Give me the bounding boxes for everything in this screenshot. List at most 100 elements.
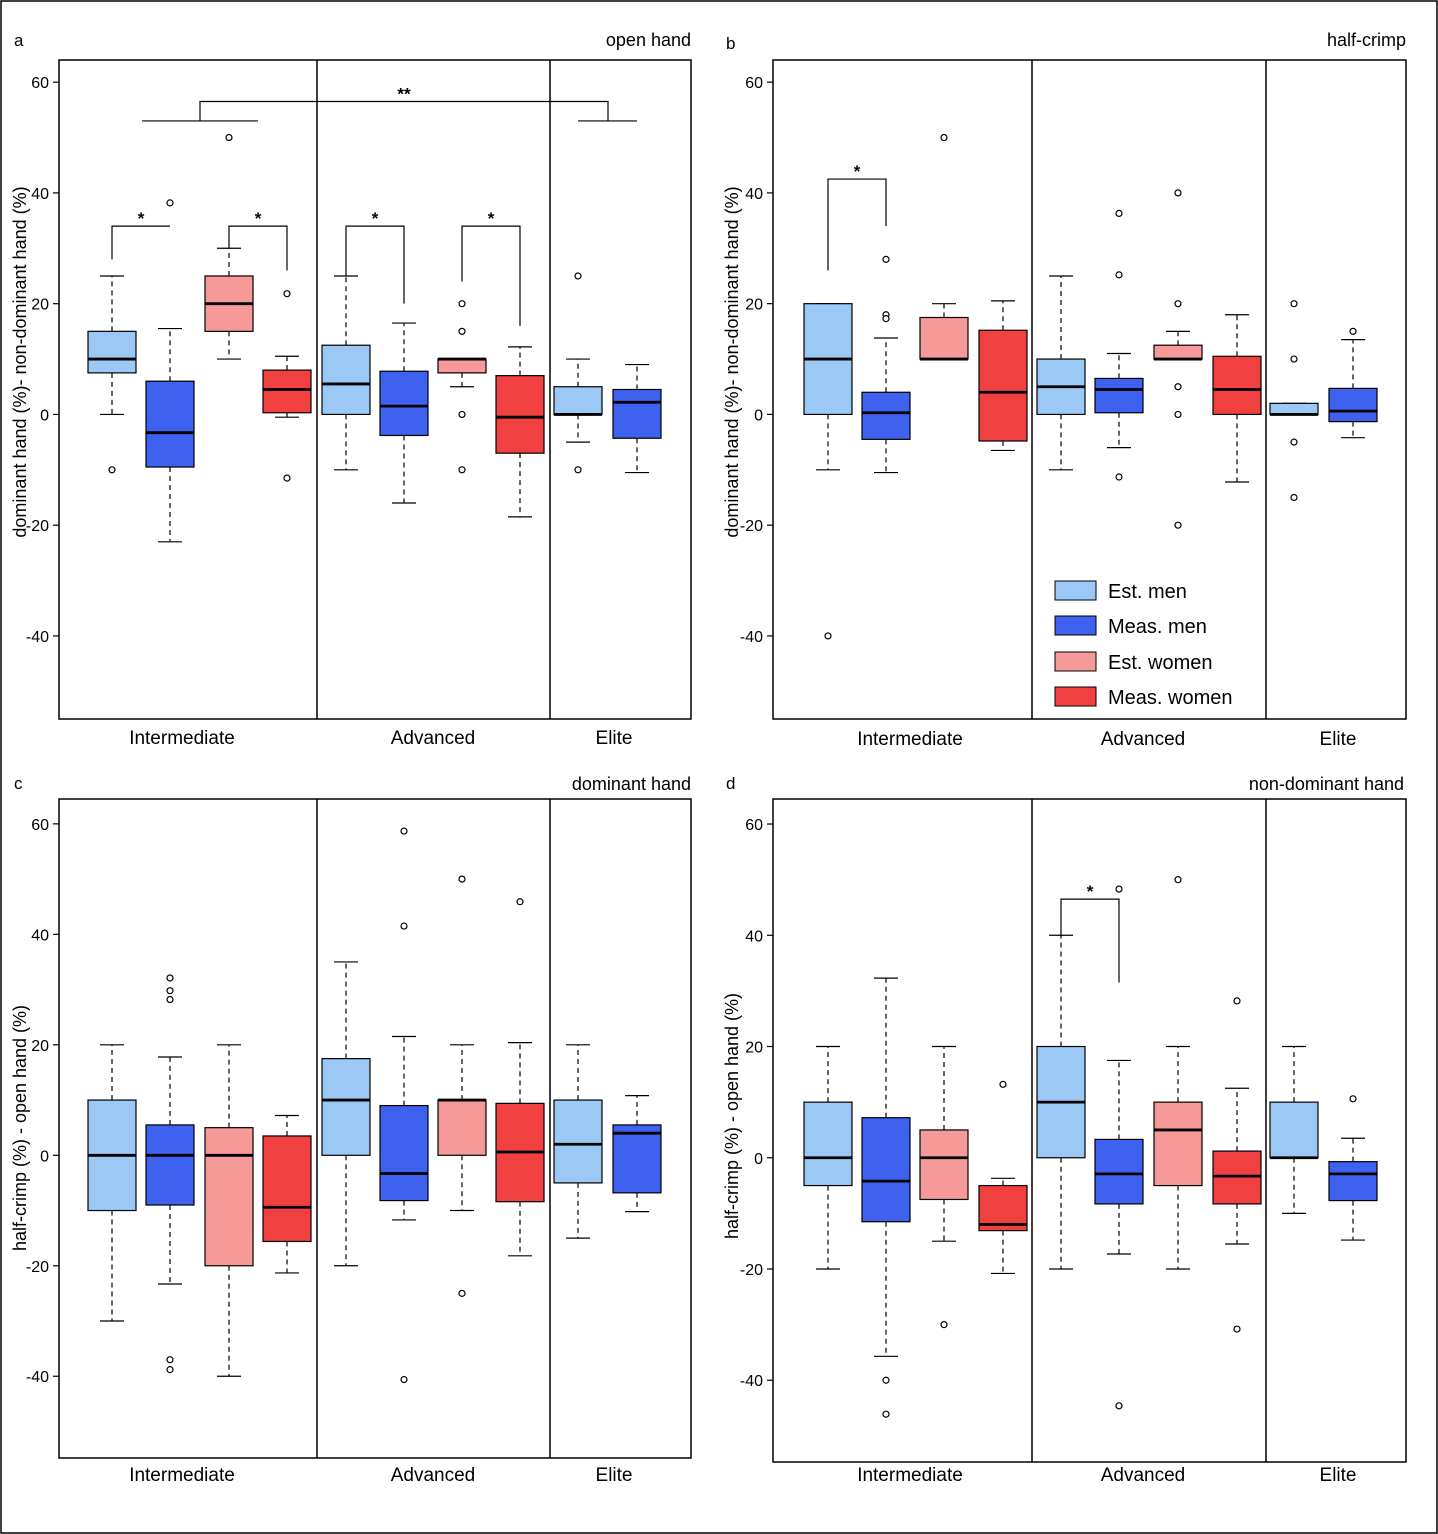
x-group-label: Intermediate: [857, 1465, 963, 1486]
box-meas_women-advanced: [1212, 314, 1262, 483]
iqr-box: [204, 1127, 254, 1267]
outlier-point: [1349, 327, 1357, 335]
y-tick-label: -20: [26, 518, 49, 535]
plot-frame: [58, 798, 692, 1459]
y-tick-label: 60: [31, 817, 49, 834]
iqr-box: [1212, 355, 1262, 416]
significance-bracket: [461, 225, 521, 326]
significance-bracket: [1060, 898, 1120, 983]
outlier-point: [400, 922, 408, 930]
iqr-box: [262, 1135, 312, 1243]
iqr-box: [919, 1129, 969, 1201]
panel-title: open hand: [606, 30, 691, 50]
outlier-point: [940, 1321, 948, 1329]
iqr-box: [321, 1058, 371, 1156]
panel-letter: b: [726, 34, 735, 53]
y-tick-label: 0: [40, 1148, 49, 1165]
outlier-point: [574, 272, 582, 280]
x-group-label: Advanced: [1101, 729, 1186, 750]
y-tick-label: 0: [754, 407, 763, 424]
y-tick-label: 60: [745, 75, 763, 92]
box-est_women-advanced: [437, 300, 487, 474]
box-meas_women-intermediate: [262, 1114, 312, 1274]
box-meas_women-advanced: [1212, 997, 1262, 1333]
iqr-box: [978, 329, 1028, 442]
y-tick-label: -40: [740, 629, 763, 646]
y-tick-label: -40: [26, 629, 49, 646]
box-est_women-intermediate: [919, 133, 969, 361]
panel-title: half-crimp: [1327, 30, 1406, 50]
outlier-point: [166, 974, 174, 982]
legend-swatch-meas-women: [1054, 686, 1097, 707]
significance-bracket: [228, 225, 288, 271]
iqr-box: [495, 375, 545, 454]
plot-frame: [772, 59, 1407, 720]
panel-letter: a: [14, 31, 24, 50]
iqr-box: [145, 380, 195, 468]
box-est_women-intermediate: [204, 1044, 254, 1377]
outlier-point: [458, 466, 466, 474]
box-meas_women-intermediate: [262, 290, 312, 482]
box-meas_women-advanced: [495, 346, 545, 518]
outlier-point: [1290, 438, 1298, 446]
box-est_men-elite: [553, 272, 603, 474]
y-axis-label: dominant hand (%)- non-dominant hand (%): [10, 186, 30, 537]
panel-a: a open hand dominant hand (%)- non-domin…: [10, 30, 692, 749]
y-tick-label: 60: [31, 75, 49, 92]
significance-label: *: [372, 209, 379, 228]
outlier-point: [166, 1366, 174, 1374]
outlier-point: [574, 466, 582, 474]
outlier-point: [1290, 300, 1298, 308]
legend-swatch-meas-men: [1054, 615, 1097, 636]
outlier-point: [458, 875, 466, 883]
outlier-point: [166, 1356, 174, 1364]
x-group-label: Intermediate: [857, 729, 963, 750]
box-est_men-advanced: [321, 961, 371, 1267]
outlier-point: [1115, 209, 1123, 217]
outlier-point: [1174, 521, 1182, 529]
box-est_men-intermediate: [803, 303, 853, 640]
iqr-box: [553, 1099, 603, 1184]
significance-label: *: [138, 209, 145, 228]
outlier-point: [108, 466, 116, 474]
box-meas_men-intermediate: [145, 974, 195, 1374]
legend-label-est-men: Est. men: [1108, 581, 1187, 603]
iqr-box: [437, 1099, 487, 1156]
iqr-box: [1328, 1161, 1378, 1202]
significance-label: *: [255, 209, 262, 228]
panel-title: dominant hand: [572, 774, 691, 794]
x-group-label: Elite: [1320, 1465, 1357, 1486]
box-meas_men-elite: [1328, 327, 1378, 439]
y-axis-label: half-crimp (%) - open hand (%): [10, 1005, 30, 1251]
outlier-point: [824, 632, 832, 640]
significance-label: *: [1087, 882, 1094, 901]
box-meas_women-advanced: [495, 898, 545, 1257]
outlier-point: [458, 327, 466, 335]
y-tick-label: 40: [31, 927, 49, 944]
x-group-label: Elite: [596, 1465, 633, 1486]
outlier-point: [1115, 885, 1123, 893]
outlier-point: [166, 199, 174, 207]
outlier-point: [1290, 355, 1298, 363]
outlier-point: [283, 290, 291, 298]
significance-bracket: [827, 178, 887, 271]
outlier-point: [225, 133, 233, 142]
y-axis-label: half-crimp (%) - open hand (%): [722, 993, 742, 1239]
legend-swatch-est-men: [1054, 580, 1097, 601]
box-meas_men-advanced: [379, 827, 429, 1384]
iqr-box: [612, 1124, 662, 1194]
iqr-box: [1153, 344, 1203, 360]
box-est_women-intermediate: [204, 133, 254, 360]
iqr-box: [553, 386, 603, 416]
outlier-point: [940, 133, 948, 142]
box-est_men-intermediate: [87, 275, 137, 474]
iqr-box: [1094, 1138, 1144, 1205]
box-meas_men-advanced: [1094, 209, 1144, 481]
box-meas_men-advanced: [1094, 885, 1144, 1410]
x-group-label: Advanced: [1101, 1465, 1186, 1486]
panel-title: non-dominant hand: [1249, 774, 1404, 794]
legend-label-est-women: Est. women: [1108, 652, 1212, 674]
iqr-box: [1269, 1101, 1319, 1159]
